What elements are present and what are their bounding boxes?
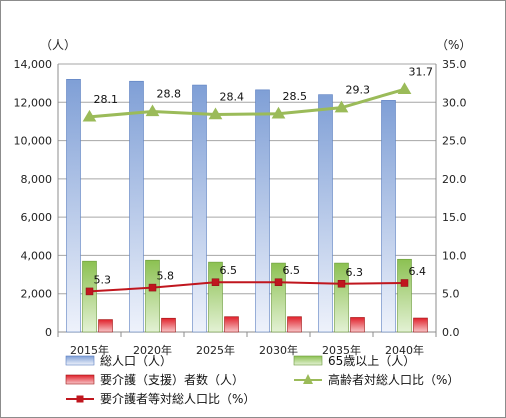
right-tick-label: 15.0 (442, 211, 467, 224)
left-axis-ticks: 0 2,000 4,000 6,000 8,000 10,000 12,000 14,000 (14, 58, 53, 339)
label-care-ratio: 5.3 (94, 273, 112, 286)
point-care-ratio (148, 283, 157, 292)
gridlines (57, 63, 437, 337)
label-aged-ratio: 28.1 (94, 93, 119, 106)
left-tick-label: 2,000 (21, 288, 53, 301)
lines: 28.1 28.8 28.4 28.5 29.3 31.7 5.3 5.8 6.5 6.5 6.3 6… (82, 65, 434, 296)
bar-total-population (255, 89, 270, 333)
bar-total-population (318, 94, 333, 333)
bar-care-recipients (161, 317, 176, 333)
label-care-ratio: 5.8 (157, 270, 175, 283)
x-tick-label: 2025年 (196, 343, 235, 357)
bar-care-recipients (287, 316, 302, 333)
right-tick-label: 5.0 (442, 288, 460, 301)
label-aged-ratio: 28.8 (157, 87, 182, 100)
label-care-ratio: 6.5 (283, 264, 301, 277)
point-aged-ratio (271, 106, 286, 119)
legend-swatch (65, 374, 95, 385)
bar-care-recipients (98, 319, 113, 333)
point-care-ratio (400, 279, 409, 287)
x-tick-label: 2015年 (70, 343, 109, 357)
right-tick-label: 10.0 (442, 249, 467, 262)
point-aged-ratio (397, 82, 412, 94)
x-axis-labels: 2015年 2020年 2025年 2030年 2035年 2040年 (70, 343, 424, 357)
left-tick-label: 8,000 (21, 173, 53, 186)
left-axis-unit: （人） (40, 38, 76, 52)
legend-label: 要介護（支援）者数（人） (100, 372, 244, 387)
bar-total-population (192, 84, 207, 333)
right-axis-unit: （%） (436, 38, 471, 52)
bar-care-recipients (350, 317, 365, 333)
left-tick-label: 0 (45, 326, 52, 339)
right-tick-label: 25.0 (442, 135, 467, 148)
point-care-ratio (85, 287, 94, 296)
left-tick-label: 4,000 (21, 249, 53, 262)
x-tick-label: 2035年 (322, 343, 361, 357)
legend-swatch (65, 355, 95, 366)
label-aged-ratio: 28.4 (220, 91, 245, 104)
label-aged-ratio: 29.3 (346, 84, 371, 97)
left-tick-label: 14,000 (14, 58, 53, 71)
legend-label: 高齢者対総人口比（%） (328, 372, 459, 387)
right-tick-label: 35.0 (442, 58, 467, 71)
legend-marker (303, 374, 313, 384)
line-care-ratio (89, 281, 405, 293)
label-care-ratio: 6.4 (409, 265, 427, 278)
point-aged-ratio (145, 104, 160, 117)
label-aged-ratio: 31.7 (409, 65, 434, 78)
legend-label: 総人口（人） (100, 354, 172, 368)
bar-aged-65-plus (145, 259, 160, 333)
legend: 総人口（人） 65歳以上（人） 要介護（支援）者数（人） 高齢者対総人口比（%） 要介護… (65, 354, 459, 406)
bar-care-recipients (413, 317, 428, 333)
point-care-ratio (337, 280, 346, 288)
legend-label: 65歳以上（人） (328, 354, 415, 368)
bar-aged-65-plus (82, 260, 97, 333)
label-care-ratio: 6.5 (220, 264, 238, 277)
legend-label: 要介護者等対総人口比（%） (100, 391, 255, 406)
point-aged-ratio (208, 107, 223, 120)
point-care-ratio (274, 278, 283, 286)
legend-swatch (293, 355, 323, 366)
point-aged-ratio (82, 109, 97, 122)
x-tick-label: 2030年 (259, 343, 298, 357)
left-tick-label: 10,000 (14, 135, 53, 148)
point-care-ratio (211, 278, 220, 286)
label-aged-ratio: 28.5 (283, 90, 308, 103)
legend-marker (76, 395, 84, 403)
right-axis-ticks: 0.0 5.0 10.0 15.0 20.0 25.0 30.0 35.0 (442, 58, 467, 339)
left-tick-label: 12,000 (14, 96, 53, 109)
right-tick-label: 20.0 (442, 173, 467, 186)
bar-total-population (129, 80, 144, 333)
line-aged-ratio (89, 87, 405, 119)
bar-total-population (66, 79, 81, 333)
bar-care-recipients (224, 316, 239, 333)
right-tick-label: 30.0 (442, 96, 467, 109)
point-aged-ratio (334, 100, 349, 113)
left-tick-label: 6,000 (21, 211, 53, 224)
x-tick-label: 2040年 (385, 343, 424, 357)
bar-aged-65-plus (397, 258, 412, 333)
right-tick-label: 0.0 (442, 326, 460, 339)
bar-total-population (381, 100, 396, 333)
label-care-ratio: 6.3 (346, 266, 364, 279)
x-tick-label: 2020年 (133, 343, 172, 357)
